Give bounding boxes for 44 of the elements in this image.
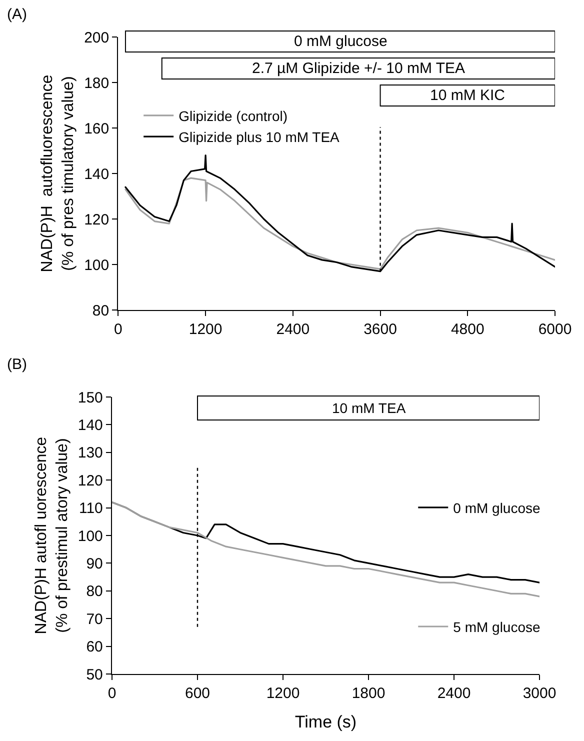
y-tick-label: 140 bbox=[84, 166, 110, 183]
x-tick-label: 3600 bbox=[364, 321, 397, 338]
y-tick-label: 150 bbox=[78, 389, 103, 406]
x-tick-label: 0 bbox=[114, 321, 122, 338]
x-axis-title: Time (s) bbox=[294, 712, 357, 732]
x-tick-label: 0 bbox=[108, 685, 116, 702]
x-tick-label: 600 bbox=[184, 685, 210, 702]
band-label: 10 mM KIC bbox=[430, 87, 506, 104]
y-tick-label: 70 bbox=[86, 610, 103, 628]
y-tick-label: 90 bbox=[86, 555, 103, 572]
y-tick-label: 50 bbox=[86, 666, 103, 684]
band-label: 0 mM glucose bbox=[294, 33, 388, 50]
y-tick-label: 180 bbox=[84, 74, 110, 92]
y-tick-label: 200 bbox=[84, 29, 110, 46]
y-tick-label: 120 bbox=[84, 211, 110, 228]
band-label: 10 mM TEA bbox=[332, 400, 406, 416]
y-tick-label: 130 bbox=[78, 444, 103, 462]
y-axis-title: NAD(P)H autofluorescence (% of pres timulatory value) bbox=[39, 74, 77, 272]
y-tick-label: 120 bbox=[78, 472, 103, 490]
band-label: 2.7 µM Glipizide +/- 10 mM TEA bbox=[252, 60, 466, 77]
x-tick-label: 2400 bbox=[276, 321, 310, 338]
y-tick-label: 100 bbox=[84, 256, 110, 274]
legend-label: Glipizide plus 10 mM TEA bbox=[178, 129, 340, 146]
y-tick-label: 160 bbox=[84, 120, 110, 138]
line-series bbox=[124, 177, 555, 270]
chart-title: (A) bbox=[7, 6, 27, 23]
legend-label: 5 mM glucose bbox=[453, 618, 540, 635]
y-tick-label: 110 bbox=[78, 500, 103, 518]
x-tick-label: 3000 bbox=[522, 685, 556, 702]
y-axis-title: NAD(P)H autofl uorescence (% of prestimul atory value) bbox=[32, 436, 71, 634]
y-tick-label: 80 bbox=[92, 302, 110, 320]
x-tick-label: 1200 bbox=[266, 685, 300, 702]
y-tick-label: 100 bbox=[78, 528, 103, 545]
y-tick-label: 80 bbox=[86, 583, 103, 600]
chart-title: (B) bbox=[7, 356, 27, 373]
y-tick-label: 140 bbox=[78, 416, 103, 434]
y-tick-label: 60 bbox=[86, 638, 103, 656]
x-tick-label: 6000 bbox=[538, 321, 572, 338]
legend-label: Glipizide (control) bbox=[178, 108, 288, 124]
legend-label: 0 mM glucose bbox=[453, 500, 540, 516]
x-tick-label: 2400 bbox=[437, 685, 471, 702]
x-tick-label: 1200 bbox=[188, 321, 222, 338]
x-tick-label: 4800 bbox=[450, 321, 484, 338]
x-tick-label: 1800 bbox=[352, 685, 386, 702]
